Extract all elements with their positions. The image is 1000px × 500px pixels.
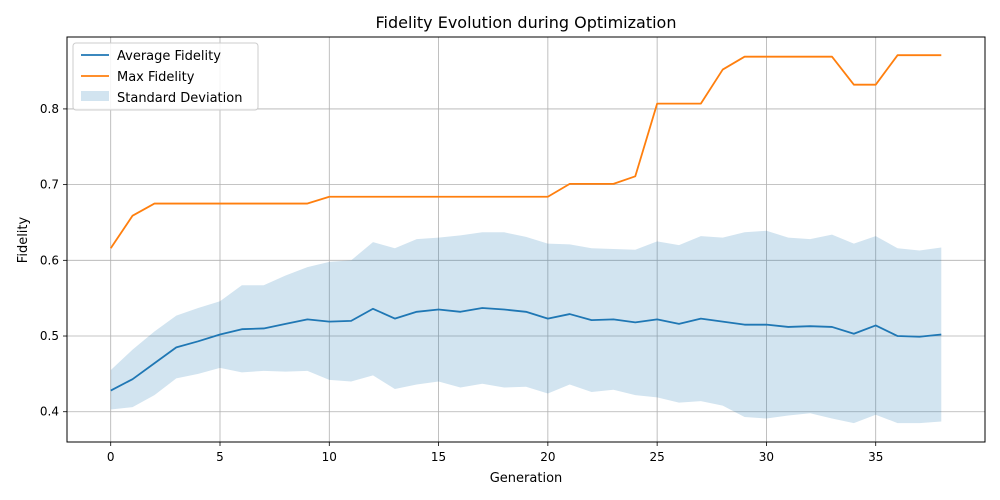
- legend-box: [72, 42, 259, 111]
- plot-frame: [66, 36, 986, 443]
- y-axis-label: Fidelity: [16, 216, 31, 263]
- y-tick-label: 0.7: [40, 178, 59, 192]
- max-fidelity-line: [109, 54, 942, 249]
- x-tick-label: 35: [868, 450, 883, 464]
- std-deviation-band: [110, 230, 942, 424]
- legend-label-std: Standard Deviation: [117, 91, 242, 106]
- x-tick-label: 25: [650, 450, 665, 464]
- series-layer: [109, 54, 942, 392]
- x-tick-label: 30: [759, 450, 774, 464]
- chart-title: Fidelity Evolution during Optimization: [376, 13, 677, 32]
- average-fidelity-line: [110, 307, 942, 392]
- legend-label-max: Max Fidelity: [117, 70, 195, 85]
- x-tick-label: 5: [216, 450, 224, 464]
- x-tick-label: 20: [540, 450, 555, 464]
- std-band-layer: [110, 230, 942, 424]
- x-tick-label: 10: [322, 450, 337, 464]
- legend: Average Fidelity Max Fidelity Standard D…: [72, 42, 259, 111]
- legend-swatch-std: [81, 91, 109, 101]
- y-tick-label: 0.8: [40, 102, 59, 116]
- y-tick-label: 0.6: [40, 253, 59, 267]
- y-tick-label: 0.5: [40, 329, 59, 343]
- axis-ticks: 0 5 10 15 20 25 30 35 0.4 0.5 0.6 0.7 0.8: [40, 102, 883, 464]
- x-tick-label: 0: [107, 450, 115, 464]
- y-tick-label: 0.4: [40, 405, 59, 419]
- x-tick-label: 15: [431, 450, 446, 464]
- x-axis-label: Generation: [490, 471, 563, 486]
- legend-label-average: Average Fidelity: [117, 49, 221, 64]
